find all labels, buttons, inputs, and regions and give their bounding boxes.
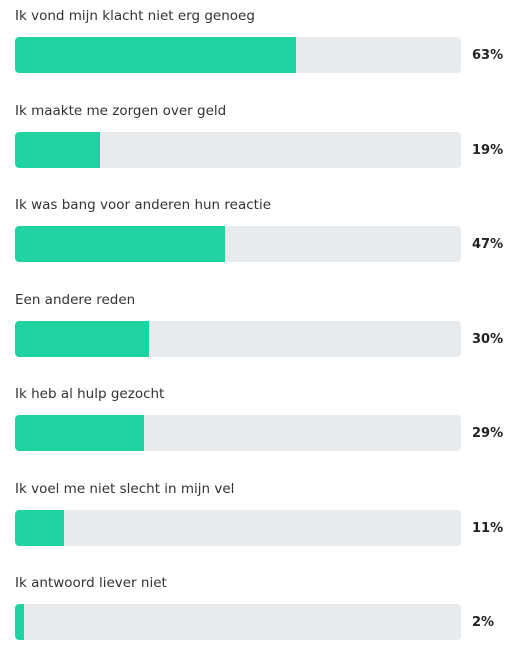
bar-label: Ik maakte me zorgen over geld (15, 102, 227, 119)
bar-fill (15, 37, 296, 73)
bar-fill (15, 226, 225, 262)
bar-label: Ik heb al hulp gezocht (15, 386, 165, 402)
bar-track (15, 415, 461, 451)
bar-label: Ik vond mijn klacht niet erg genoeg (15, 8, 255, 24)
bar-chart: Ik vond mijn klacht niet erg genoeg 63% Ik… (0, 6, 509, 640)
bar-row: Ik antwoord liever niet 2% (0, 573, 509, 653)
bar-value-label: 2% (472, 615, 495, 630)
bar-value-label: 47% (472, 237, 504, 252)
bar-track (15, 37, 461, 73)
bar-fill (15, 131, 100, 168)
bar-row: Ik was bang voor anderen hun reactie 47% (0, 195, 509, 275)
bar-value-label: 63% (472, 48, 504, 63)
bar-fill (15, 320, 149, 357)
bar-label: Een andere reden (15, 291, 136, 308)
bar-track (15, 226, 461, 262)
bar-row: Een andere reden 30% (0, 290, 509, 370)
bar-track (15, 604, 461, 640)
bar-track (15, 131, 461, 168)
bar-track (15, 320, 461, 357)
bar-label: Ik was bang voor anderen hun reactie (15, 197, 272, 213)
bar-value-label: 11% (472, 520, 504, 536)
bar-fill (15, 415, 144, 451)
bar-value-label: 29% (472, 426, 504, 441)
bar-value-label: 19% (472, 142, 504, 158)
bar-value-label: 30% (472, 331, 504, 347)
bar-label: Ik voel me niet slecht in mijn vel (15, 480, 235, 497)
bar-row: Ik heb al hulp gezocht 29% (0, 384, 509, 464)
bar-row: Ik maakte me zorgen over geld 19% (0, 101, 509, 181)
bar-row: Ik voel me niet slecht in mijn vel 11% (0, 479, 509, 559)
bar-track (15, 509, 461, 546)
bar-fill (15, 509, 64, 546)
bar-row: Ik vond mijn klacht niet erg genoeg 63% (0, 6, 509, 86)
bar-fill (15, 604, 24, 640)
bar-label: Ik antwoord liever niet (15, 575, 167, 591)
